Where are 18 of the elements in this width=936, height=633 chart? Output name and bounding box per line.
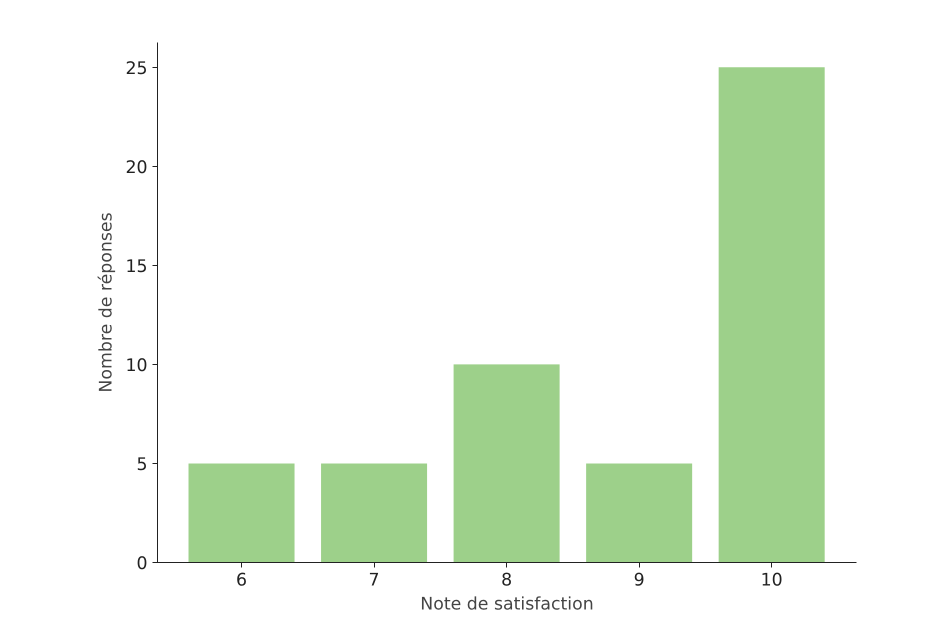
y-tick-label: 0: [136, 554, 148, 574]
x-tick-label: 8: [501, 570, 512, 590]
y-axis-title: Nombre de réponses: [96, 212, 116, 393]
y-tick-label: 20: [125, 158, 148, 178]
y-tick-label: 25: [125, 58, 148, 79]
x-axis-title: Note de satisfaction: [420, 594, 594, 614]
x-tick-label: 7: [368, 570, 380, 590]
y-tick-label: 5: [136, 454, 148, 475]
x-tick-label: 10: [760, 570, 783, 590]
x-tick-label: 6: [236, 570, 248, 590]
bar: [586, 463, 692, 562]
bar: [321, 463, 428, 562]
bar: [188, 463, 295, 562]
bar: [454, 364, 560, 562]
y-tick-label: 10: [125, 356, 148, 376]
y-tick-label: 15: [125, 256, 148, 277]
bar: [718, 67, 825, 562]
x-tick-label: 9: [634, 570, 645, 590]
